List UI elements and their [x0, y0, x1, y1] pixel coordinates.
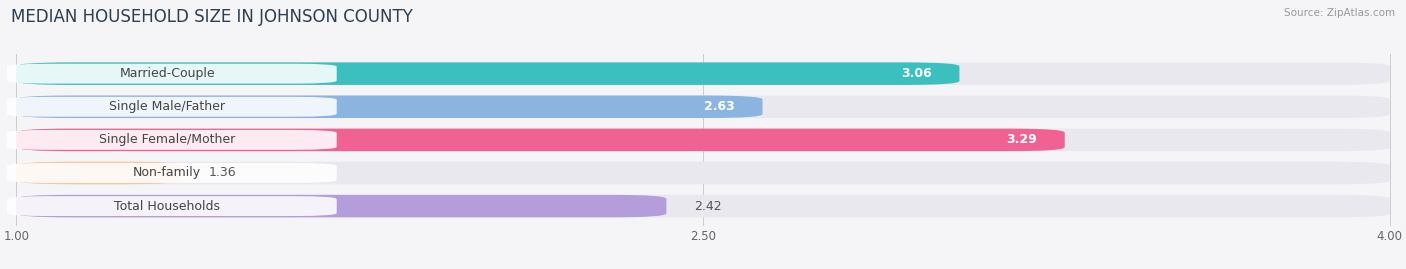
Text: Source: ZipAtlas.com: Source: ZipAtlas.com [1284, 8, 1395, 18]
Text: 2.42: 2.42 [693, 200, 721, 213]
Text: Total Households: Total Households [114, 200, 221, 213]
FancyBboxPatch shape [17, 129, 1389, 151]
Text: 3.29: 3.29 [1007, 133, 1038, 146]
FancyBboxPatch shape [17, 62, 959, 85]
Text: Single Female/Mother: Single Female/Mother [100, 133, 235, 146]
FancyBboxPatch shape [7, 130, 336, 150]
FancyBboxPatch shape [7, 163, 336, 183]
FancyBboxPatch shape [17, 195, 666, 217]
FancyBboxPatch shape [17, 95, 762, 118]
FancyBboxPatch shape [17, 62, 1389, 85]
FancyBboxPatch shape [17, 162, 181, 184]
Text: 1.36: 1.36 [208, 167, 236, 179]
Text: Single Male/Father: Single Male/Father [110, 100, 225, 113]
FancyBboxPatch shape [7, 64, 336, 84]
Text: MEDIAN HOUSEHOLD SIZE IN JOHNSON COUNTY: MEDIAN HOUSEHOLD SIZE IN JOHNSON COUNTY [11, 8, 413, 26]
Text: Married-Couple: Married-Couple [120, 67, 215, 80]
FancyBboxPatch shape [17, 162, 1389, 184]
FancyBboxPatch shape [7, 97, 336, 117]
Text: 2.63: 2.63 [704, 100, 735, 113]
FancyBboxPatch shape [17, 195, 1389, 217]
FancyBboxPatch shape [17, 95, 1389, 118]
Text: Non-family: Non-family [134, 167, 201, 179]
FancyBboxPatch shape [7, 196, 336, 216]
Text: 3.06: 3.06 [901, 67, 932, 80]
FancyBboxPatch shape [17, 129, 1064, 151]
